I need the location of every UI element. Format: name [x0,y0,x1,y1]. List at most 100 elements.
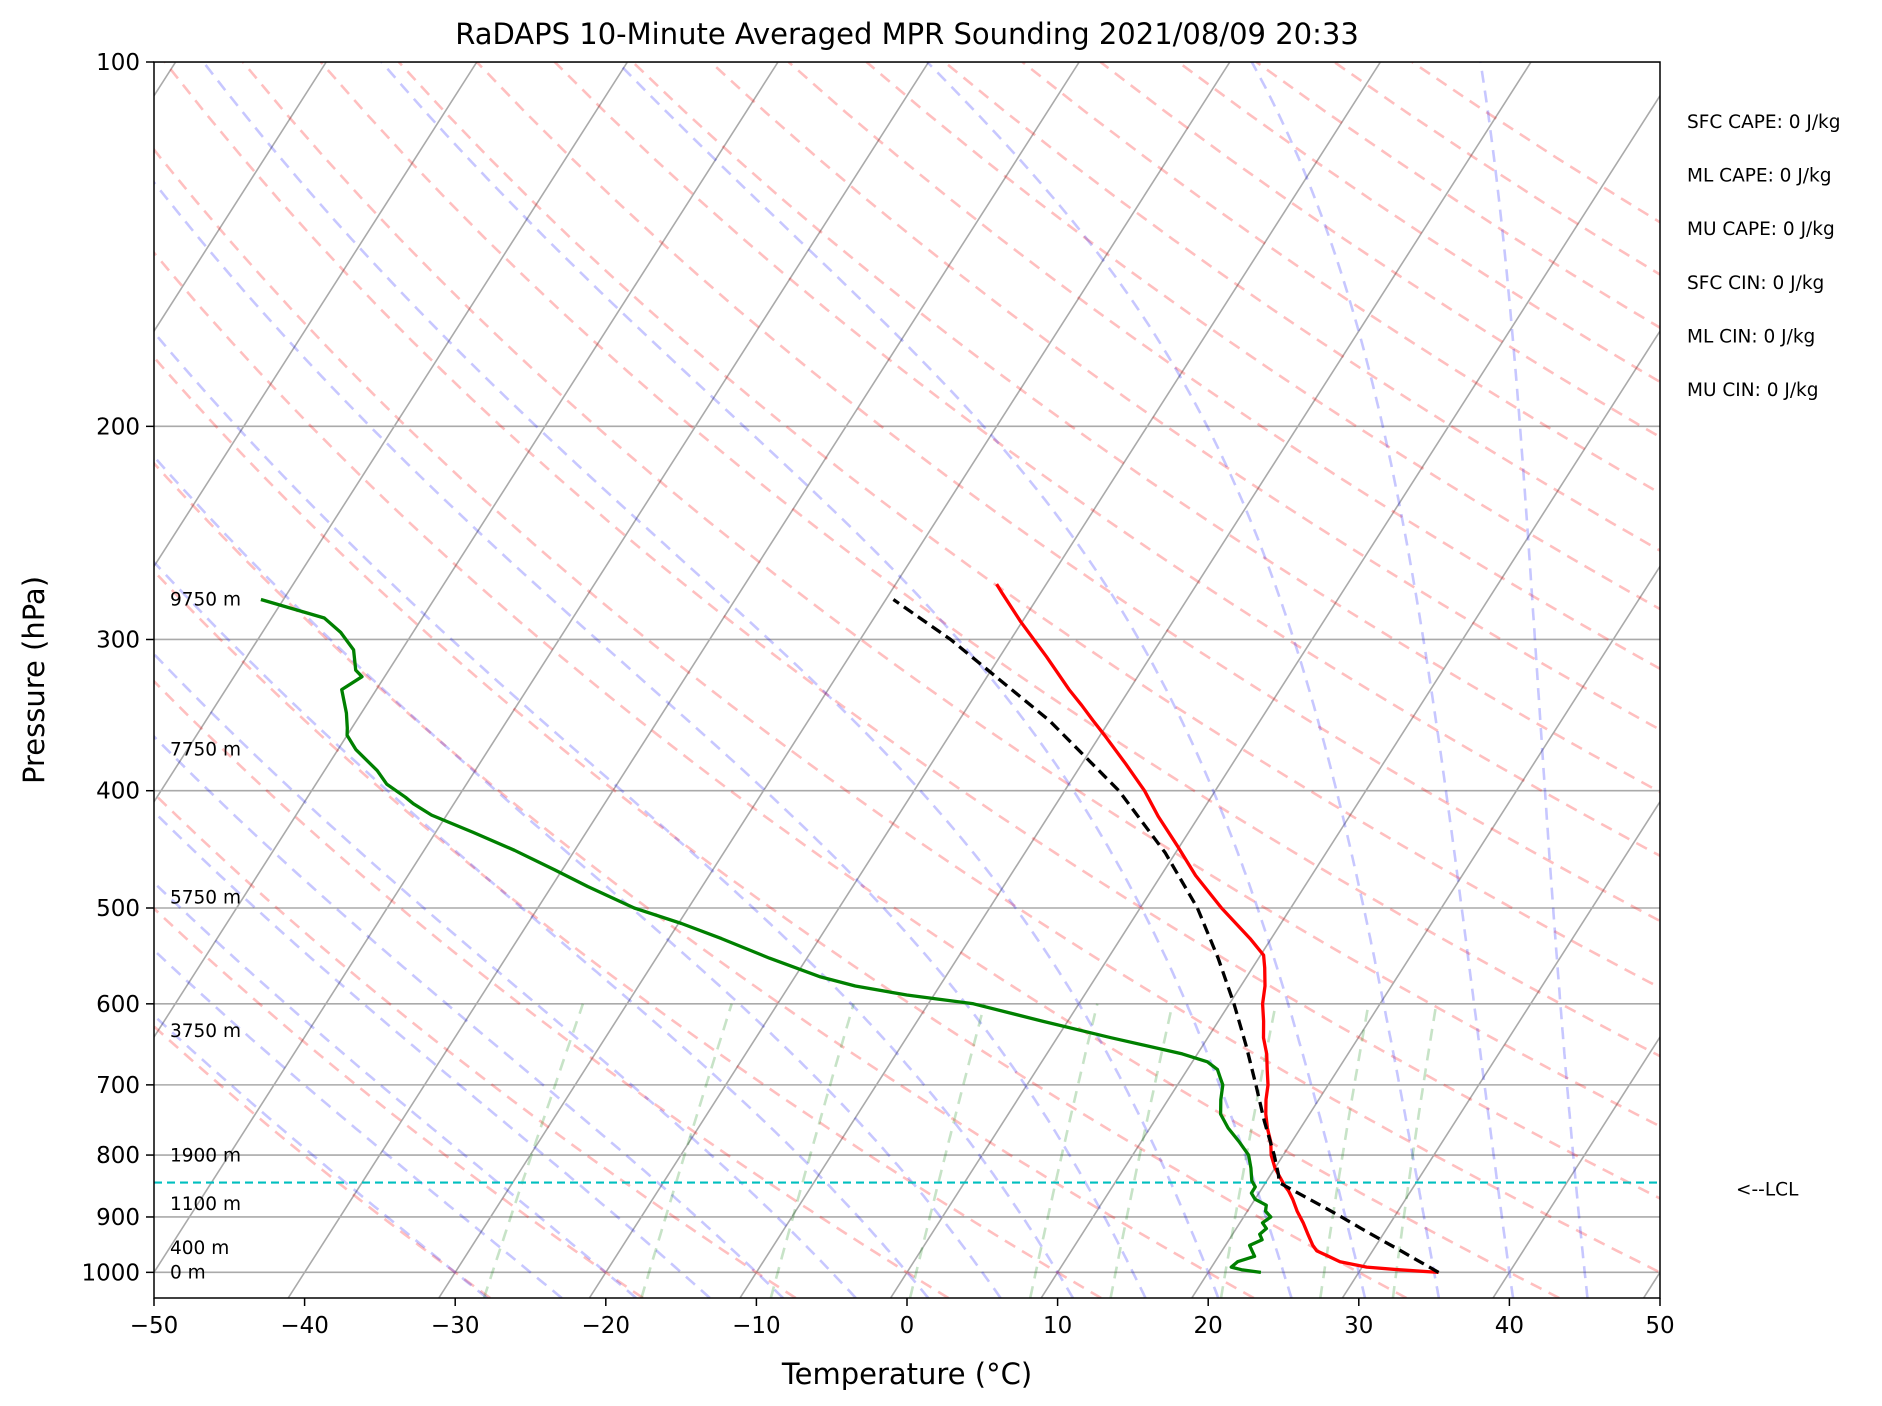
isotherm-line [1642,1270,1660,1298]
moist-adiabat-line [154,948,563,1298]
moist-adiabat-line [1250,62,1515,1298]
stat-annotation: SFC CIN: 0 J/kg [1687,273,1824,294]
dry-adiabat-line [553,62,1660,858]
mixing-ratio-line [1219,1003,1278,1298]
isotherm-line [1040,329,1660,1298]
height-label: 1900 m [170,1146,241,1167]
isotherm-line [1341,800,1660,1298]
dry-adiabat-line [154,355,1408,1298]
stat-annotation: SFC CAPE: 0 J/kg [1687,112,1841,133]
stat-annotation: MU CAPE: 0 J/kg [1687,219,1835,240]
isotherm-line [739,62,1532,1298]
x-tick-label: −30 [431,1313,480,1339]
labels-layer: 0 m 400 m 1100 m 1900 m 3750 m 5750 m 7750 m 97… [170,112,1841,1283]
stat-annotation: ML CAPE: 0 J/kg [1687,166,1831,187]
y-tick-label: 500 [96,896,140,922]
y-tick-label: 300 [96,627,140,653]
x-axis-label: Temperature (°C) [781,1357,1032,1391]
mixing-ratio-line [908,1003,986,1298]
moist-adiabat-line [616,62,1367,1298]
dry-adiabat-line [1411,62,1660,224]
dry-adiabat-line [709,62,1660,732]
height-label: 5750 m [170,887,241,908]
parcel-profile-trace [892,598,1440,1274]
plot-frame [153,61,1661,1299]
moist-adiabat-line [380,62,1293,1298]
dewpoint-trace [260,597,1273,1275]
dry-adiabat-line [154,569,1102,1298]
height-label: 1100 m [170,1194,241,1215]
background-grid [154,62,1660,1298]
mixing-ratio-line [1109,1003,1174,1298]
moist-adiabat-line [154,880,637,1298]
moist-adiabat-line [154,454,1002,1298]
y-tick-label: 600 [96,992,140,1018]
moist-adiabat-line [154,734,785,1298]
series-layer [154,583,1660,1275]
isotherm-line [154,62,327,333]
x-tick-label: 30 [1344,1313,1373,1339]
ticks-layer: −50 −40 −30 −20 −10 0 10 20 30 40 50 100 200 300 400 50… [81,50,1674,1339]
moist-adiabat-line [1479,62,1589,1298]
mixing-ratio-line [1391,1003,1438,1298]
isotherm-line [1492,1035,1660,1298]
dry-adiabat-line [865,62,1660,611]
moist-adiabat-line [202,62,1220,1298]
y-tick-label: 400 [96,779,140,805]
dry-adiabat-line [631,62,1660,794]
dry-adiabat-line [1333,62,1660,277]
height-label: 400 m [170,1238,229,1259]
x-tick-label: 10 [1043,1313,1072,1339]
isotherm-line [154,62,779,1039]
moist-adiabat-line [154,560,930,1298]
y-tick-label: 800 [96,1143,140,1169]
isotherm-line [1191,564,1660,1298]
dry-adiabat-line [319,62,1660,1058]
mixing-ratio-line [769,1003,855,1298]
y-tick-label: 700 [96,1073,140,1099]
y-tick-label: 100 [96,50,140,76]
stat-annotation: ML CIN: 0 J/kg [1687,326,1815,347]
x-tick-label: 0 [900,1313,915,1339]
moist-adiabat-line [154,810,711,1298]
y-tick-label: 1000 [81,1260,140,1286]
lcl-label: <--LCL [1736,1180,1799,1201]
dry-adiabat-line [475,62,1660,923]
height-label: 7750 m [170,740,241,761]
stat-annotation: MU CIN: 0 J/kg [1687,380,1819,401]
isotherm-line [154,62,478,568]
y-tick-label: 900 [96,1205,140,1231]
dry-adiabat-line [154,250,1560,1298]
x-tick-label: −10 [732,1313,781,1339]
dry-adiabat-line [163,62,1660,1200]
x-tick-label: −20 [582,1313,631,1339]
moist-adiabat-line [154,652,857,1298]
isotherm-line [438,62,1231,1298]
mixing-ratio-line [482,1003,585,1298]
dry-adiabat-line [1021,62,1660,495]
moist-adiabat-line [154,330,1075,1298]
dry-adiabat-line [787,62,1660,671]
isotherm-line [889,94,1660,1298]
height-label: 0 m [170,1262,206,1283]
height-label: 9750 m [170,589,241,610]
height-label: 3750 m [170,1021,241,1042]
isotherm-line [154,62,930,1274]
dry-adiabat-line [1177,62,1660,384]
y-tick-label: 200 [96,414,140,440]
temperature-trace [995,583,1439,1275]
isotherm-line [588,62,1382,1298]
x-tick-label: −40 [280,1313,329,1339]
chart-title: RaDAPS 10-Minute Averaged MPR Sounding 2… [455,17,1359,51]
dry-adiabat-line [154,791,797,1298]
y-axis-label: Pressure (hPa) [17,576,51,784]
dry-adiabat-line [397,62,1660,990]
dry-adiabat-line [154,461,1255,1298]
dry-adiabat-line [154,906,644,1298]
isotherm-line [154,62,629,804]
dry-adiabat-line [154,147,1660,1274]
dry-adiabat-line [241,62,1660,1128]
mixing-ratio-line [640,1003,733,1298]
moist-adiabat-line [154,180,1147,1298]
